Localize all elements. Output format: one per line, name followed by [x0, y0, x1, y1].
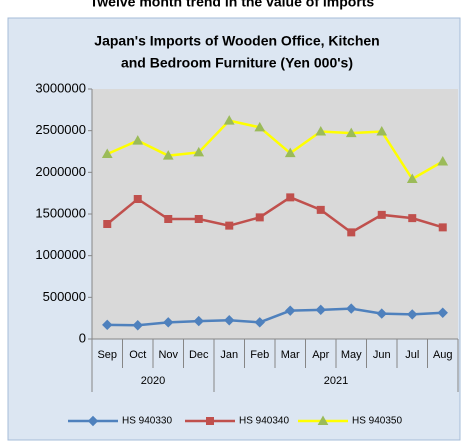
chart-title: and Bedroom Furniture (Yen 000's) [121, 55, 353, 71]
chart-title: Japan's Imports of Wooden Office, Kitche… [94, 33, 379, 49]
x-tick-label: Aug [433, 349, 453, 361]
point [194, 215, 203, 223]
legend-marker [206, 417, 214, 425]
y-tick-label: 1000000 [35, 247, 86, 262]
y-tick-label: 2500000 [35, 122, 86, 137]
point [162, 150, 174, 160]
legend-label: HS 940350 [352, 416, 402, 427]
x-tick-label: Apr [312, 349, 329, 361]
page-header: Twelve month trend in the value of impor… [90, 0, 375, 10]
x-tick-label: May [341, 349, 362, 361]
x-tick-label: Mar [281, 349, 300, 361]
point [376, 308, 387, 319]
point [408, 214, 417, 223]
point [406, 173, 418, 183]
point [103, 220, 112, 228]
point [101, 148, 113, 158]
x-tick-label: Jan [220, 349, 238, 361]
legend-marker [87, 415, 99, 427]
x-tick-label: Nov [158, 349, 178, 361]
point [193, 146, 205, 157]
point [376, 125, 388, 136]
point [254, 121, 266, 132]
point [315, 125, 327, 136]
point [437, 155, 449, 166]
point [102, 319, 113, 331]
y-tick-label: 2000000 [35, 164, 86, 179]
x-tick-label: Feb [250, 349, 269, 361]
y-tick-label: 0 [79, 330, 86, 345]
point [347, 228, 356, 237]
y-tick-label: 1500000 [35, 205, 86, 220]
point [223, 115, 235, 125]
point [132, 320, 143, 331]
point [254, 317, 265, 328]
y-tick-label: 500000 [43, 289, 86, 304]
series-line [106, 195, 444, 234]
point [132, 135, 144, 145]
point [345, 127, 357, 138]
point [133, 195, 142, 203]
point [284, 147, 296, 158]
point [407, 309, 418, 320]
x-tick-label: Oct [129, 349, 146, 361]
series-line [106, 119, 444, 181]
point [225, 221, 234, 230]
year-label: 2020 [141, 375, 165, 387]
point [163, 317, 174, 328]
point [193, 315, 204, 327]
x-tick-label: Dec [189, 349, 209, 361]
year-label: 2021 [324, 375, 348, 387]
point [316, 205, 325, 214]
point [437, 307, 448, 318]
y-tick-label: 3000000 [35, 80, 86, 95]
x-tick-label: Jun [373, 349, 391, 361]
plot-area [92, 89, 458, 339]
point [255, 213, 264, 222]
legend-marker [317, 415, 329, 425]
point [224, 315, 235, 326]
legend-label: HS 940330 [122, 416, 172, 427]
x-tick-label: Sep [97, 349, 117, 361]
point [315, 304, 326, 316]
point [164, 215, 173, 223]
point [377, 210, 386, 219]
point [438, 223, 447, 232]
point [285, 305, 296, 316]
series-line [107, 307, 443, 327]
point [286, 193, 295, 202]
x-tick-label: Jul [405, 349, 419, 361]
legend-label: HS 940340 [239, 416, 289, 427]
point [346, 303, 357, 314]
